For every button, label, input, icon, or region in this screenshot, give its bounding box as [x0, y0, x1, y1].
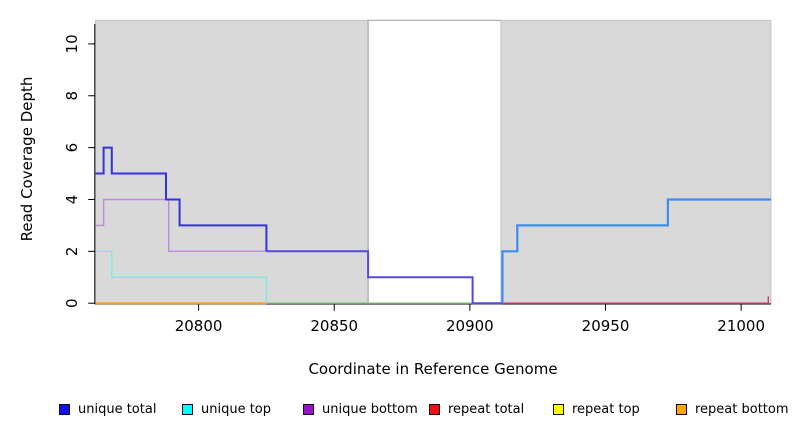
x-axis-title: Coordinate in Reference Genome	[308, 360, 558, 378]
legend: unique total unique top unique bottom re…	[0, 399, 792, 423]
legend-item-label: unique bottom	[322, 401, 418, 417]
y-tick-label: 6	[63, 143, 81, 153]
unique-total-swatch-icon	[59, 403, 70, 415]
legend-item-label: unique total	[78, 401, 157, 417]
y-tick-label: 8	[63, 91, 81, 101]
uncovered-gap-region	[367, 19, 502, 304]
tick-labels: 20800 20850 20900 20950 21000 0 2 4 6 8 10	[63, 34, 765, 335]
x-tick-label: 21000	[717, 317, 765, 335]
y-tick-label: 0	[63, 298, 81, 308]
legend-item-unique-total: unique total	[59, 399, 156, 419]
legend-item-unique-bottom: unique bottom	[303, 399, 418, 419]
series-unique-bottom	[95, 198, 267, 253]
covered-region-right	[500, 19, 772, 304]
coverage-series	[95, 146, 771, 305]
series-unique-top	[95, 250, 268, 304]
series-unique-total-over-unique-top-overlap-	[501, 198, 771, 304]
y-tick-label: 2	[63, 247, 81, 257]
series-unique-total-over-unique-bottom-overlap-	[266, 250, 503, 305]
legend-item-repeat-total: repeat total	[429, 399, 524, 419]
series-unique-total	[95, 146, 268, 252]
repeat-bottom-swatch-icon	[676, 403, 687, 415]
repeat-top-swatch-icon	[553, 403, 564, 415]
legend-item-unique-top: unique top	[182, 399, 271, 419]
x-tick-label: 20850	[310, 317, 358, 335]
x-tick-label: 20800	[175, 317, 223, 335]
y-axis-title: Read Coverage Depth	[18, 76, 36, 242]
legend-item-label: unique top	[201, 401, 272, 417]
unique-bottom-swatch-icon	[303, 403, 314, 415]
background-bands	[95, 19, 772, 304]
x-tick-label: 20950	[582, 317, 630, 335]
legend-item-label: repeat bottom	[695, 401, 789, 417]
legend-item-repeat-top: repeat top	[553, 399, 640, 419]
x-tick-label: 20900	[446, 317, 494, 335]
y-tick-label: 10	[63, 34, 81, 53]
legend-item-repeat-bottom: repeat bottom	[676, 399, 789, 419]
y-tick-label: 4	[63, 195, 81, 205]
series-repeat-total-depth-0-	[502, 296, 769, 304]
legend-item-label: repeat top	[572, 401, 640, 417]
repeat-total-swatch-icon	[429, 403, 440, 415]
legend-item-label: repeat total	[448, 401, 525, 417]
unique-top-swatch-icon	[182, 403, 193, 415]
covered-region-left	[95, 19, 369, 304]
